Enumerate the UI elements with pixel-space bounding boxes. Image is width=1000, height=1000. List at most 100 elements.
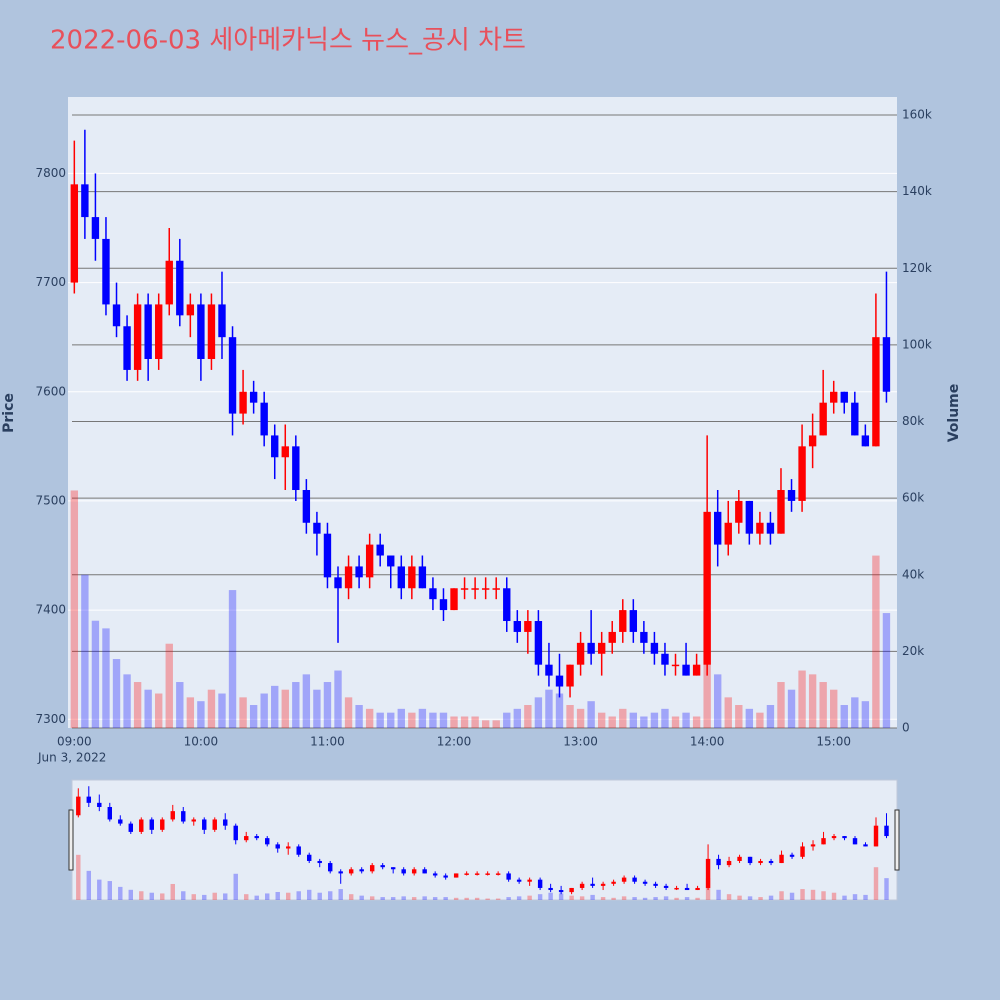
volume-bar [191,894,196,900]
volume-bar [144,689,152,728]
candle-body [534,621,543,665]
volume-bar [566,705,574,728]
range-handle[interactable] [68,809,74,871]
candle-body [726,860,732,866]
candle-body [642,881,648,884]
volume-bar [102,628,110,728]
candle-body [144,304,152,360]
volume-bar [376,712,384,728]
volume-bar [97,879,102,900]
candle-body [81,184,89,218]
volume-bar [359,895,364,900]
candle-body [735,500,743,523]
volume-bar [123,674,131,728]
candle-body [292,446,300,491]
volume-bar [397,708,405,728]
volume-bar [260,693,268,728]
volume-bar [228,590,237,728]
candle-body [233,825,238,841]
candle-body [495,873,501,875]
candle-body [714,511,722,545]
volume-bar [275,891,280,900]
volume-bar [650,712,659,728]
volume-bar [338,889,343,900]
y2-tick-label: 20k [902,644,924,658]
candle-body [139,819,144,832]
candle-body [170,811,175,820]
volume-bar [254,895,259,900]
candle-body [275,844,280,849]
candle-body [779,854,784,864]
volume-bar [212,892,217,900]
volume-bar [830,689,838,728]
candle-body [133,304,142,370]
candle-body [181,811,186,822]
volume-bar [464,897,469,900]
volume-bar [165,643,173,728]
volume-bar [302,674,311,728]
volume-bar [453,897,459,900]
volume-bar [629,712,638,728]
candle-body [432,873,438,876]
volume-bar [851,697,859,728]
candle-body [207,304,216,360]
volume-bar [590,894,595,900]
volume-bar [872,555,880,728]
volume-bar [443,897,448,900]
candle-body [840,391,848,403]
volume-bar [692,716,701,728]
candle-body [390,867,396,870]
candle-body [186,304,195,316]
candle-body [401,869,406,874]
candle-body [830,391,838,403]
volume-bar [873,867,879,900]
range-slider[interactable] [71,779,898,901]
candle-body [197,304,205,360]
candle-body [597,642,606,654]
candle-body [239,391,247,414]
candle-body [123,326,131,370]
candle-body [160,819,165,830]
range-handle[interactable] [894,809,900,871]
candle-body [671,664,680,667]
y2-tick-label: 100k [902,337,932,351]
volume-bar [118,886,123,900]
y2-tick-label: 60k [902,491,924,505]
candle-body [705,858,711,888]
candle-body [663,885,669,888]
candle-body [810,844,816,847]
volume-bar [737,895,742,900]
y2-tick-label: 40k [902,567,924,581]
volume-bar [842,895,847,900]
candle-body [70,184,79,283]
chart-title: 2022-06-03 세아메카닉스 뉴스_공시 차트 [50,26,526,56]
candle-body [302,490,311,523]
candle-body [758,860,763,864]
candle-body [831,836,837,839]
candle-body [86,796,92,803]
volume-bar [133,682,142,728]
candle-body [524,621,532,632]
volume-bar [747,896,753,900]
candle-body [149,819,154,830]
volume-bar [112,659,121,728]
volume-bar [758,897,763,900]
candle-body [450,588,458,611]
candle-body [884,825,889,837]
candle-body [674,887,679,890]
candle-body [155,304,163,360]
candle-body [873,825,879,847]
candle-body [387,555,395,567]
candle-body [474,873,480,875]
volume-bar [684,897,690,900]
volume-bar [411,897,417,900]
candle-body [218,304,226,338]
plot-area [68,97,897,728]
volume-bar [537,894,543,900]
candle-body [503,588,511,622]
volume-bar [674,897,679,900]
candle-body [872,337,880,447]
volume-bar [387,712,395,728]
volume-bar [506,897,511,900]
candle-body [317,860,322,864]
